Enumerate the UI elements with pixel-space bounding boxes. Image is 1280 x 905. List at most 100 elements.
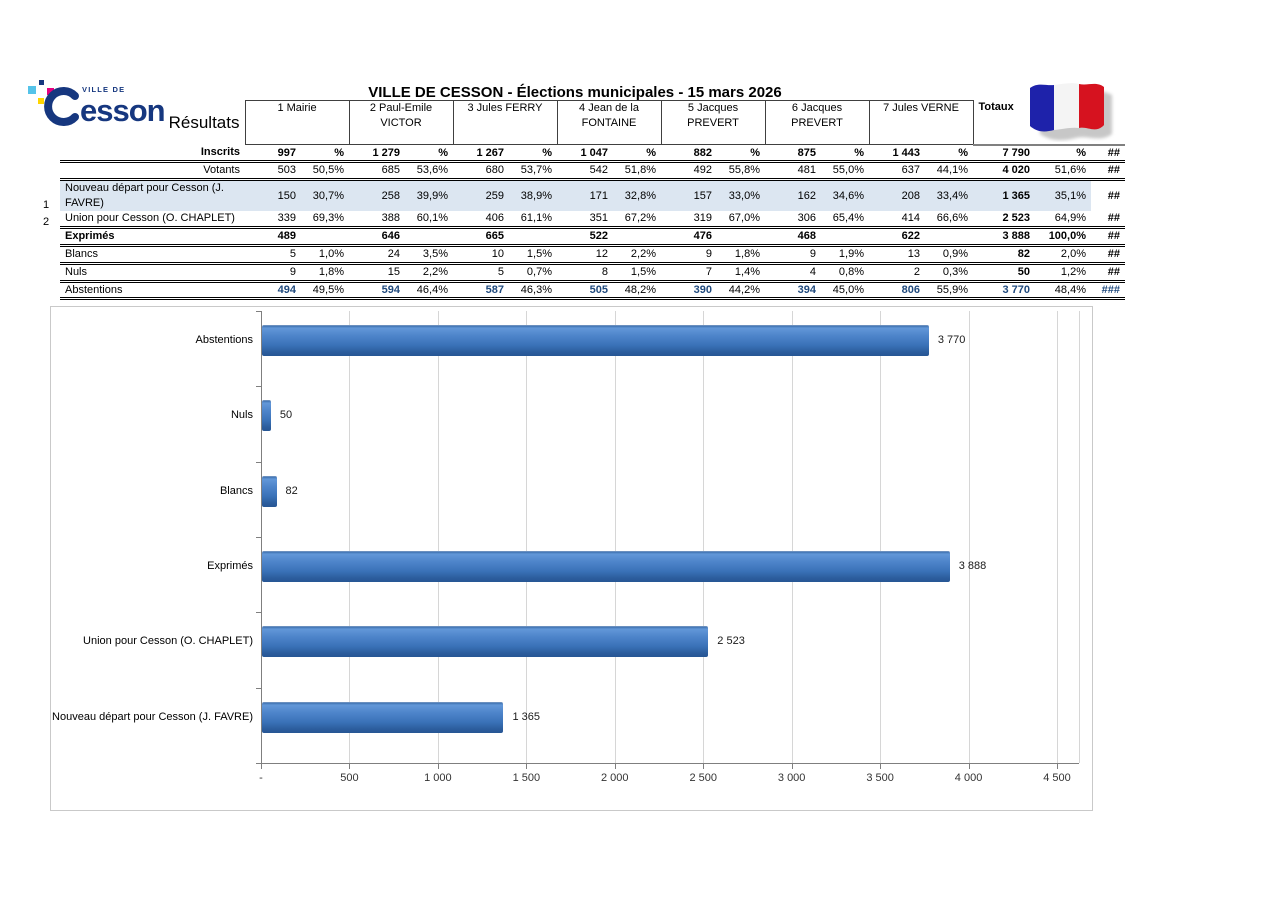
row-number[interactable]: 1 [43,198,50,211]
cell-overflow[interactable]: ## [1091,161,1125,181]
cell-count[interactable]: 162 [765,179,821,211]
cell-percent[interactable] [301,227,349,247]
cell-percent[interactable]: 33,4% [925,179,973,211]
cell-count[interactable]: 875 [765,144,821,163]
cell-count[interactable]: 476 [661,227,717,247]
cell-count[interactable]: 10 [453,245,509,265]
cell-percent[interactable]: 60,1% [405,210,453,230]
cell-count[interactable]: 1 279 [349,144,405,163]
cell-percent[interactable]: 55,9% [925,281,973,301]
cell-count[interactable]: 468 [765,227,821,247]
cell-count[interactable]: 319 [661,210,717,230]
row-label[interactable]: Exprimés [60,227,245,247]
cell-percent[interactable]: 49,5% [301,281,349,301]
cell-overflow[interactable]: ## [1091,210,1125,230]
cell-count[interactable]: 258 [349,179,405,211]
cell-percent[interactable]: 39,9% [405,179,453,211]
cell-percent[interactable]: 38,9% [509,179,557,211]
cell-count[interactable]: 997 [245,144,301,163]
cell-count[interactable]: 390 [661,281,717,301]
column-header-bureau-3[interactable]: 3 Jules FERRY [452,100,558,145]
cell-percent[interactable]: % [821,144,869,163]
row-number[interactable] [38,162,60,180]
cell-percent[interactable] [405,227,453,247]
cell-count[interactable]: 208 [869,179,925,211]
row-label[interactable]: Abstentions [60,281,245,301]
cell-count[interactable]: 414 [869,210,925,230]
cell-count[interactable]: 24 [349,245,405,265]
cell-percent[interactable] [613,227,661,247]
column-header-bureau-7[interactable]: 7 Jules VERNE [868,100,974,145]
cell-percent[interactable]: 66,6% [925,210,973,230]
cell-count[interactable]: 489 [245,227,301,247]
cell-count[interactable]: 7 [661,263,717,283]
cell-count[interactable]: 492 [661,161,717,181]
cell-percent[interactable]: 67,2% [613,210,661,230]
cell-count[interactable]: 481 [765,161,821,181]
cell-count[interactable]: 259 [453,179,509,211]
cell-count[interactable]: 306 [765,210,821,230]
cell-count[interactable]: 646 [349,227,405,247]
cell-count[interactable]: 587 [453,281,509,301]
row-number[interactable] [38,228,60,246]
cell-total[interactable]: 4 020 [973,161,1035,181]
row-label[interactable]: Blancs [60,245,245,265]
cell-count[interactable]: 339 [245,210,301,230]
cell-percent[interactable]: 44,1% [925,161,973,181]
cell-count[interactable]: 388 [349,210,405,230]
cell-total[interactable]: 2 523 [973,210,1035,230]
cell-percent[interactable]: 1,4% [717,263,765,283]
cell-percent[interactable]: 51,8% [613,161,661,181]
cell-percent[interactable]: 0,3% [925,263,973,283]
cell-overflow[interactable]: ### [1091,281,1125,301]
cell-percent[interactable] [821,227,869,247]
cell-count[interactable]: 542 [557,161,613,181]
row-number[interactable]: 2 [43,215,50,228]
cell-count[interactable]: 12 [557,245,613,265]
cell-percent[interactable]: 0,9% [925,245,973,265]
cell-total-percent[interactable]: % [1035,144,1091,163]
cell-count[interactable]: 9 [245,263,301,283]
cell-percent[interactable]: 45,0% [821,281,869,301]
cell-overflow[interactable]: ## [1091,245,1125,265]
cell-count[interactable]: 680 [453,161,509,181]
cell-percent[interactable]: 1,8% [717,245,765,265]
cell-count[interactable]: 5 [453,263,509,283]
cell-percent[interactable]: 67,0% [717,210,765,230]
row-number[interactable] [38,145,60,162]
cell-overflow[interactable]: ## [1091,144,1125,163]
row-label[interactable]: Votants [60,161,245,181]
cell-percent[interactable] [717,227,765,247]
cell-count[interactable]: 503 [245,161,301,181]
column-header-bureau-4[interactable]: 4 Jean de la FONTAINE [556,100,662,145]
cell-percent[interactable]: 0,8% [821,263,869,283]
cell-total-percent[interactable]: 48,4% [1035,281,1091,301]
cell-percent[interactable]: 0,7% [509,263,557,283]
cell-percent[interactable]: 1,5% [509,245,557,265]
cell-count[interactable]: 1 047 [557,144,613,163]
cell-percent[interactable]: 53,7% [509,161,557,181]
cell-percent[interactable]: % [613,144,661,163]
cell-count[interactable]: 15 [349,263,405,283]
cell-overflow[interactable]: ## [1091,227,1125,247]
cell-percent[interactable]: 3,5% [405,245,453,265]
cell-count[interactable]: 522 [557,227,613,247]
cell-count[interactable]: 5 [245,245,301,265]
cell-total-percent[interactable]: 2,0% [1035,245,1091,265]
cell-percent[interactable]: 33,0% [717,179,765,211]
cell-count[interactable]: 394 [765,281,821,301]
cell-percent[interactable]: 69,3% [301,210,349,230]
cell-count[interactable]: 594 [349,281,405,301]
cell-total[interactable]: 3 770 [973,281,1035,301]
cell-count[interactable]: 1 267 [453,144,509,163]
cell-total-percent[interactable]: 64,9% [1035,210,1091,230]
cell-percent[interactable]: 1,8% [301,263,349,283]
cell-percent[interactable]: 65,4% [821,210,869,230]
cell-percent[interactable]: % [301,144,349,163]
cell-percent[interactable]: 1,9% [821,245,869,265]
row-label[interactable]: Nouveau départ pour Cesson (J. FAVRE) [60,179,245,211]
column-header-bureau-1[interactable]: 1 Mairie [244,100,350,145]
row-label[interactable]: Union pour Cesson (O. CHAPLET) [60,210,245,230]
cell-percent[interactable]: 30,7% [301,179,349,211]
cell-count[interactable]: 9 [661,245,717,265]
